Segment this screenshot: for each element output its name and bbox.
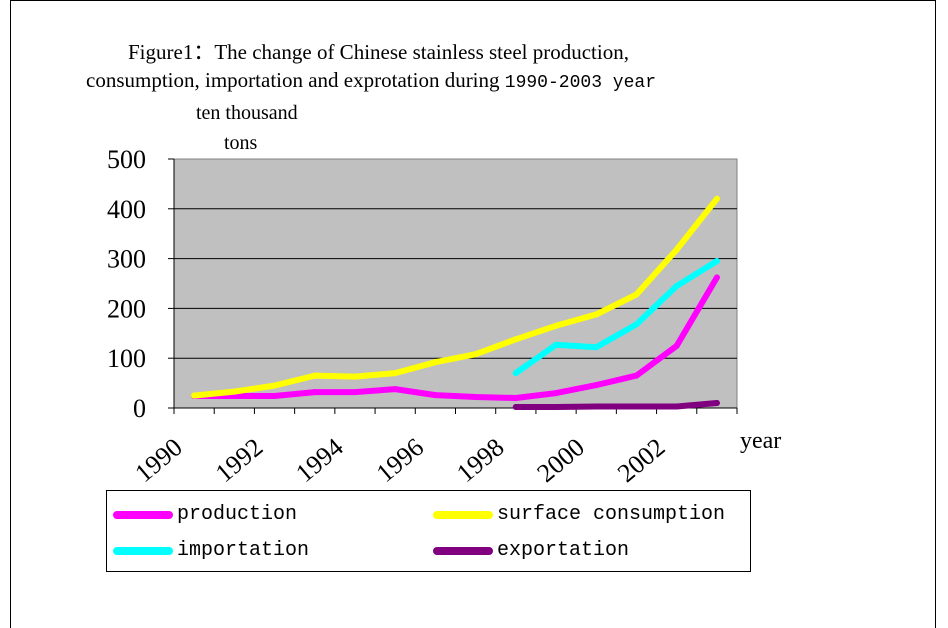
data-point-production-1993 [311, 389, 318, 396]
series-line-exportation [512, 400, 720, 410]
data-point-surface-consumption-1993 [311, 372, 318, 379]
data-point-production-2002 [673, 342, 680, 349]
y-tick-label-0: 0 [133, 394, 146, 423]
data-point-production-2001 [633, 372, 640, 379]
data-point-surface-consumption-1992 [271, 382, 278, 389]
data-point-production-1996 [432, 392, 439, 399]
y-tick-label-500: 500 [107, 145, 146, 174]
data-point-surface-consumption-1994 [351, 373, 358, 380]
y-axis-label-line-1: ten thousand [196, 102, 298, 124]
data-point-exportation-1998 [512, 404, 519, 411]
data-point-production-1994 [351, 389, 358, 396]
legend-swatch-importation [113, 546, 173, 555]
x-tick-label-1990: 1990 [129, 432, 187, 488]
x-tick-label-2002: 2002 [612, 432, 670, 488]
data-point-surface-consumption-1990 [191, 392, 198, 399]
x-tick-label-1998: 1998 [451, 432, 509, 488]
y-tick-label-100: 100 [107, 344, 146, 373]
data-point-production-1999 [553, 390, 560, 397]
series-line-surface-consumption [191, 195, 720, 399]
legend-item-production: production [113, 503, 297, 526]
chart-title-line-1: Figure1：The change of Chinese stainless … [128, 40, 629, 64]
y-axis-label-line-2: tons [224, 132, 258, 154]
data-point-importation-2001 [633, 321, 640, 328]
chart-legend: production surface consumption importati… [106, 490, 751, 572]
data-point-importation-2003 [713, 258, 720, 265]
data-point-surface-consumption-1998 [512, 336, 519, 343]
legend-swatch-production [113, 510, 173, 519]
data-point-surface-consumption-2001 [633, 291, 640, 298]
x-tick-label-1996: 1996 [371, 432, 429, 488]
data-point-production-1992 [271, 393, 278, 400]
data-point-production-1997 [472, 394, 479, 401]
data-point-surface-consumption-2002 [673, 246, 680, 253]
legend-label-production: production [177, 503, 298, 526]
data-point-surface-consumption-1996 [432, 359, 439, 366]
y-tick-label-400: 400 [107, 195, 146, 224]
legend-swatch-exportation [433, 546, 493, 555]
chart-frame [10, 0, 936, 628]
data-point-surface-consumption-1999 [553, 322, 560, 329]
legend-label-surface-consumption: surface consumption [497, 503, 726, 526]
data-point-production-1995 [392, 386, 399, 393]
data-point-surface-consumption-1995 [392, 370, 399, 377]
chart-title-line-2-text: consumption, importation and exprotation… [86, 68, 505, 92]
data-point-surface-consumption-2003 [713, 195, 720, 202]
data-point-exportation-2000 [593, 403, 600, 410]
data-point-exportation-2002 [673, 403, 680, 410]
legend-item-exportation: exportation [433, 539, 629, 562]
y-tick-label-200: 200 [107, 294, 146, 323]
x-axis-label: year [740, 428, 782, 454]
data-point-surface-consumption-1991 [231, 388, 238, 395]
legend-swatch-surface-consumption [433, 510, 493, 519]
x-tick-label-2000: 2000 [532, 432, 590, 488]
chart-title-line-2-years: 1990-2003 year [504, 73, 657, 93]
data-point-importation-1998 [512, 370, 519, 377]
data-point-importation-1999 [553, 341, 560, 348]
plot-area [173, 158, 738, 409]
legend-label-importation: importation [177, 539, 310, 562]
y-tick-label-300: 300 [107, 245, 146, 274]
chart-title-line-2: consumption, importation and exprotation… [86, 68, 656, 93]
legend-label-exportation: exportation [497, 539, 630, 562]
data-point-exportation-2003 [713, 400, 720, 407]
data-point-surface-consumption-1997 [472, 351, 479, 358]
data-point-production-2000 [593, 382, 600, 389]
data-point-production-2003 [713, 274, 720, 281]
data-point-exportation-1999 [553, 404, 560, 411]
legend-item-importation: importation [113, 539, 309, 562]
data-point-importation-2000 [593, 344, 600, 351]
series-line-importation [512, 258, 720, 377]
x-tick-label-1994: 1994 [290, 432, 348, 488]
series-line-production [191, 274, 720, 401]
data-point-importation-2002 [673, 282, 680, 289]
x-tick-label-1992: 1992 [210, 432, 268, 488]
data-point-exportation-2001 [633, 403, 640, 410]
data-point-surface-consumption-2000 [593, 311, 600, 318]
legend-item-surface-consumption: surface consumption [433, 503, 725, 526]
data-point-production-1998 [512, 395, 519, 402]
